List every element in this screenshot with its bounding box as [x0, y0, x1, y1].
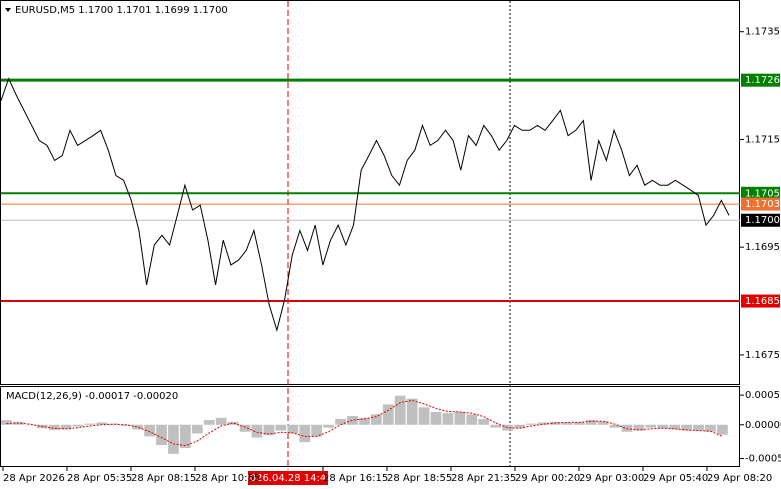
macd-bar — [275, 424, 287, 431]
macd-bar — [585, 420, 597, 425]
x-tick-label: 28 Apr 05:35 — [67, 473, 132, 484]
macd-bar — [645, 424, 657, 428]
macd-bar — [227, 421, 239, 425]
macd-bar — [466, 414, 478, 425]
menu-arrow — [5, 8, 11, 12]
x-tick-label: 28 Apr 16:15 — [323, 473, 388, 484]
macd-bar — [514, 424, 525, 429]
macd-bar — [156, 424, 167, 446]
macd-bar — [323, 424, 334, 428]
y-tick-label: 1.1715 — [745, 134, 780, 145]
macd-bar — [609, 424, 621, 428]
level-label: 1.1705 — [745, 188, 780, 199]
macd-bar — [239, 424, 251, 432]
level-label: 1.1700 — [745, 215, 780, 226]
macd-bar — [1, 420, 12, 425]
macd-bar — [299, 424, 311, 443]
macd-signal — [6, 399, 723, 447]
crosshair-label: 2026.04.28 14:45 — [243, 473, 332, 484]
macd-bar — [287, 424, 299, 434]
macd-bar — [144, 424, 155, 437]
macd-title: MACD(12,26,9) -0.00017 -0.00020 — [6, 391, 178, 402]
level-label: 1.1703 — [745, 199, 780, 210]
macd-bar — [430, 411, 442, 425]
macd-bar — [406, 398, 418, 425]
macd-bar — [693, 424, 704, 431]
macd-bar — [347, 416, 358, 425]
macd-bar — [490, 424, 502, 428]
macd-bar — [84, 423, 96, 425]
macd-bar — [263, 424, 275, 436]
level-label-bg — [741, 73, 780, 87]
x-tick-label: 28 Apr 08:15 — [131, 473, 196, 484]
macd-bar — [48, 424, 60, 430]
macd-bar — [370, 414, 382, 425]
macd-bar — [633, 424, 645, 431]
macd-bar — [478, 418, 490, 425]
macd-tick-label: -0.00058 — [745, 453, 781, 464]
macd-bar — [442, 413, 454, 425]
macd-bar — [108, 423, 120, 425]
level-label-bg — [741, 186, 780, 200]
price-line — [0, 77, 730, 332]
macd-bar — [359, 417, 370, 425]
macd-bar — [191, 424, 203, 434]
macd-bar — [657, 424, 669, 429]
macd-bar — [681, 424, 693, 431]
macd-bar — [132, 424, 144, 430]
y-tick-label: 1.1695 — [745, 242, 780, 253]
macd-bar — [382, 404, 394, 425]
macd-bar — [418, 407, 430, 425]
macd-bar — [561, 422, 573, 425]
x-tick-label: 28 Apr 10:55 — [195, 473, 260, 484]
macd-bar — [96, 422, 108, 425]
chart-title: EURUSD,M5 1.1700 1.1701 1.1699 1.1700 — [15, 5, 228, 16]
macd-bar — [311, 424, 323, 437]
macd-bar — [717, 424, 728, 435]
level-label: 1.1726 — [745, 75, 780, 86]
macd-bar — [526, 423, 537, 425]
x-tick-label: 29 Apr 03:00 — [579, 473, 644, 484]
macd-bar — [24, 424, 36, 426]
macd-bar — [251, 424, 263, 438]
x-tick-label: 29 Apr 08:20 — [707, 473, 772, 484]
level-label-bg — [741, 197, 780, 211]
macd-bar — [621, 424, 633, 432]
macd-bar — [168, 424, 179, 454]
x-tick-label: 29 Apr 05:40 — [643, 473, 708, 484]
level-label-bg — [741, 294, 780, 308]
crosshair-label-bg — [248, 471, 328, 485]
macd-bar — [573, 421, 585, 425]
macd-bar — [60, 424, 72, 430]
macd-bar — [180, 424, 191, 448]
macd-bar — [120, 424, 132, 426]
macd-bar — [215, 417, 227, 425]
x-tick-label: 28 Apr 21:35 — [451, 473, 516, 484]
macd-bar — [669, 424, 681, 430]
macd-bar — [597, 421, 609, 425]
x-tick-label: 28 Apr 18:55 — [387, 473, 452, 484]
macd-bar — [394, 395, 406, 425]
macd-bar — [335, 418, 346, 425]
level-label: 1.1685 — [745, 296, 780, 307]
x-tick-label: 28 Apr 2026 — [3, 473, 65, 484]
macd-bar — [454, 411, 466, 425]
macd-bar — [203, 420, 215, 425]
level-label-bg — [741, 213, 780, 227]
macd-bar — [538, 422, 549, 425]
x-tick-label: 29 Apr 00:20 — [515, 473, 580, 484]
macd-bar — [72, 424, 84, 427]
y-tick-label: 1.1675 — [745, 350, 780, 361]
macd-bar — [705, 424, 716, 432]
y-tick-label: 1.1735 — [745, 27, 780, 38]
